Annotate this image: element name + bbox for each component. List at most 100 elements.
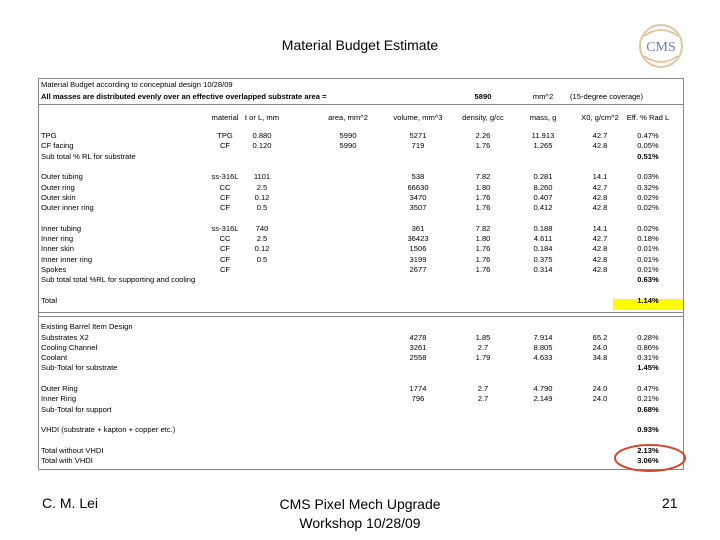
table-cell: 0.407 [533,192,553,202]
table-cell: 42.7 [592,234,608,243]
table-cell: 42.7 [592,182,608,192]
table-cell: 1.265 [533,141,553,151]
table-cell: 0.28% [637,332,659,342]
table-cell: 0.412 [533,203,553,213]
table-cell: 2.7 [477,342,489,352]
table-cell: 2.7 [477,394,489,404]
table-cell: 0.18% [637,234,659,243]
table-cell: 42.8 [592,141,608,151]
intro-line: Material Budget according to conceptual … [41,80,233,89]
table-cell: 1774 [409,384,427,393]
table-cell: 8.805 [533,342,553,352]
table-cell: 0.31% [637,353,659,363]
table-cell: 0.47% [637,131,659,140]
row-label: CF facing [41,141,74,151]
row-label: Total with VHDI [41,456,93,466]
row-label: Inner ring [41,234,74,243]
intro-note: (15-degree coverage) [570,92,644,101]
table-cell: 1.80 [475,182,491,192]
table-cell: 2.149 [533,394,553,404]
table-cell: 5990 [339,131,357,140]
table-cell: 0.375 [533,254,553,264]
table-cell: 0.5 [256,254,268,264]
table-cell: 0.12 [254,192,270,202]
table-cell: 0.03% [637,172,659,182]
table-cell: 0.5 [256,203,268,213]
table-cell: 3470 [409,192,427,202]
table-cell: 1.76 [475,192,491,202]
table-cell: 42.8 [592,244,608,254]
table-cell: 4.633 [533,353,553,363]
footer-line: Workshop 10/28/09 [299,515,421,531]
highlight [613,299,683,310]
footer-author: C. M. Lei [42,495,99,511]
table-cell: 538 [411,172,425,182]
intro-value: 5890 [474,92,492,101]
logo: CMS [638,22,684,70]
table-cell: density, g/cc [462,113,504,122]
table-cell: 719 [411,141,425,151]
table-cell: 14.1 [592,223,608,233]
row-label: Inner Ring [41,394,77,404]
row-label: Outer skin [41,192,76,202]
table-cell: 42.8 [592,264,608,274]
table-cell: 7.914 [533,332,553,342]
table-cell: 1.80 [475,234,491,243]
table-cell: 3507 [409,203,427,213]
row-label: Total [41,295,58,305]
table-cell: 4.790 [533,384,553,393]
table-cell: 36423 [407,234,429,243]
table-cell: 0.01% [637,264,659,274]
row-label: Outer tubing [41,172,83,182]
annotation [614,444,686,472]
table-cell: 66630 [407,182,429,192]
table-cell: 3199 [409,254,427,264]
table-cell: 65.2 [592,332,608,342]
row-label: Sub total % RL for substrate [41,151,136,161]
table-cell: 1.85 [475,332,491,342]
logo-ring [639,24,683,68]
table-cell: ss-316L [211,223,239,233]
table-cell: ss-316L [211,172,239,182]
table-cell: 2677 [409,264,427,274]
table-cell: 0.01% [637,254,659,264]
table-cell: 0.86% [637,342,659,352]
table-cell: 0.68% [637,404,659,414]
table-cell: CF [219,192,231,202]
row-label: Coolant [41,353,68,363]
table-cell: 5990 [339,141,357,151]
table-cell: 42.8 [592,254,608,264]
table-cell: 5271 [409,131,427,140]
table-cell: 2.5 [256,182,268,192]
table-cell: CF [219,244,231,254]
intro-unit: mm^2 [532,92,554,101]
footer-page: 21 [662,495,678,511]
table-cell: X0, g/cm^2 [581,113,619,122]
table-cell: 1.76 [475,254,491,264]
table-cell: 796 [411,394,425,404]
table-cell: 2558 [409,353,427,363]
rule [38,312,684,313]
table-cell: 0.63% [637,275,659,285]
table-cell: 0.184 [533,244,553,254]
table-cell: 7.82 [475,223,491,233]
table-cell: 0.880 [252,131,272,140]
table-cell: 0.05% [637,141,659,151]
row-label: VHDI (substrate + kapton + copper etc.) [41,425,176,435]
table-cell: 0.02% [637,203,659,213]
table-cell: CC [219,234,231,243]
row-label: Inner tubing [41,223,82,233]
table-cell: TPG [217,131,233,140]
row-label: Sub-Total for substrate [41,363,118,373]
slide-title: Material Budget Estimate [281,37,439,53]
row-label: Outer inner ring [41,203,94,213]
table-cell: 2.5 [256,234,268,243]
rule [38,316,684,317]
table-cell: mass, g [529,113,557,122]
table-cell: 4.611 [533,234,553,243]
table-cell: CF [219,264,231,274]
table-cell: 0.21% [637,394,659,404]
table-cell: 0.12 [254,244,270,254]
circle-annotation [614,444,686,472]
table-cell: 0.02% [637,192,659,202]
